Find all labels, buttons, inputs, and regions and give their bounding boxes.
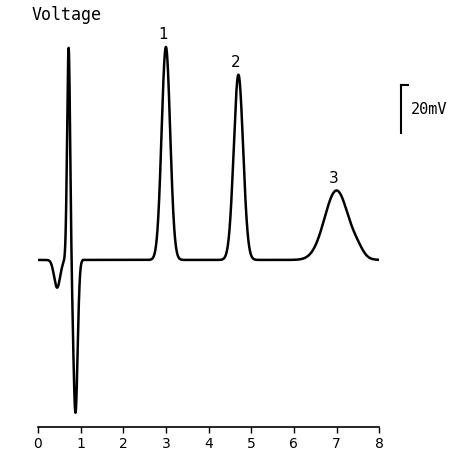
Text: 3: 3 (328, 171, 338, 186)
Text: 1: 1 (158, 27, 168, 42)
Text: 20mV: 20mV (411, 101, 447, 117)
Text: 2: 2 (231, 55, 240, 70)
Text: Voltage: Voltage (31, 7, 101, 25)
